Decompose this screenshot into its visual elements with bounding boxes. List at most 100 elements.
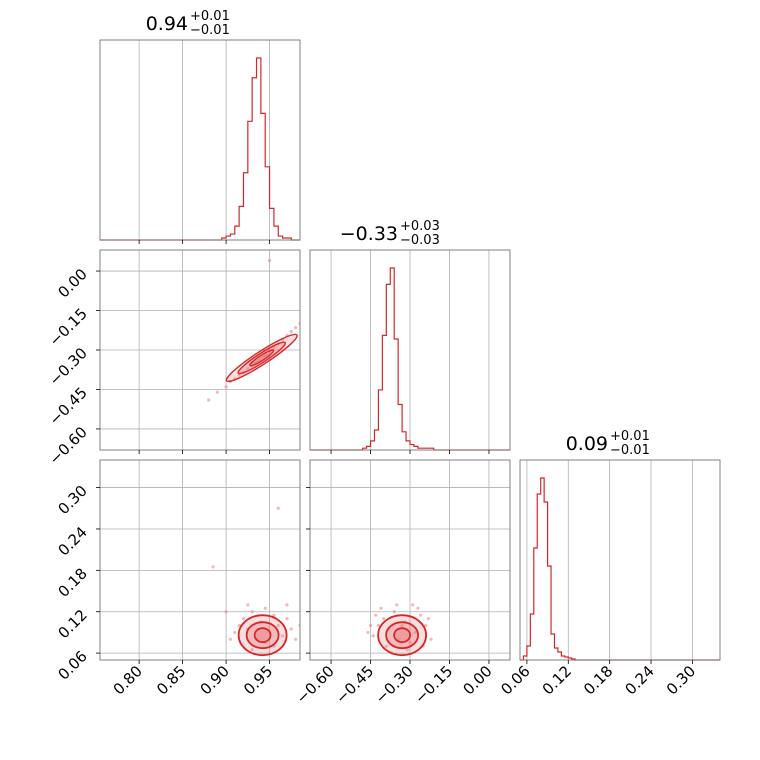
- sample-point: [416, 606, 420, 610]
- y-tick-label-p2: 0.06: [54, 647, 90, 683]
- sample-point: [426, 617, 431, 621]
- contour-level: [249, 349, 275, 367]
- sample-point: [424, 623, 428, 628]
- param-title-p2: 0.09: [566, 433, 608, 455]
- sample-point: [246, 366, 250, 371]
- panel-frame-p0-p2: [99, 459, 301, 661]
- y-tick-label-p2: 0.12: [54, 606, 90, 642]
- panel-frame-diag-p2: [519, 459, 721, 661]
- sample-point: [408, 641, 412, 645]
- contour-level: [225, 333, 298, 383]
- sample-point: [285, 603, 289, 607]
- sample-point: [215, 390, 219, 394]
- sample-point: [397, 637, 402, 641]
- sample-point: [289, 329, 293, 334]
- sample-point: [276, 623, 280, 628]
- sample-point: [413, 630, 417, 635]
- x-tick-label-p0: 0.80: [110, 662, 146, 698]
- sample-point: [259, 356, 263, 360]
- sample-point: [211, 565, 215, 569]
- contour-level: [385, 621, 420, 650]
- sample-point: [267, 258, 272, 263]
- sample-point: [207, 398, 211, 402]
- sample-point: [384, 644, 388, 648]
- sample-point: [263, 606, 267, 610]
- scatter-panel-p1-p2: [366, 603, 433, 657]
- x-tick-label-p2: 0.06: [497, 662, 533, 698]
- sample-point: [366, 630, 370, 635]
- y-tick-label-p2: 0.18: [54, 564, 90, 600]
- tick-layer: [96, 240, 693, 664]
- y-tick-label-p2: 0.24: [54, 523, 90, 559]
- y-tick-label-p1: −0.45: [46, 384, 91, 429]
- panel-frame-diag-p0: [99, 39, 301, 241]
- sample-point: [411, 603, 415, 607]
- sample-point: [250, 648, 254, 652]
- x-tick-label-p1: 0.00: [459, 662, 495, 698]
- x-tick-label-p2: 0.12: [539, 662, 575, 698]
- grid-layer: [100, 40, 693, 660]
- sample-point: [289, 627, 293, 631]
- x-tick-label-p1: −0.15: [411, 662, 456, 707]
- param-err-minus-p1: −0.03: [400, 233, 440, 248]
- param-err-minus-p0: −0.01: [190, 23, 230, 38]
- sample-point: [382, 617, 386, 621]
- sample-point: [371, 634, 375, 638]
- param-err-minus-p2: −0.01: [610, 443, 650, 458]
- scatter-panel-p0-p2: [211, 506, 300, 657]
- sample-point: [376, 623, 381, 628]
- histogram-p2: [520, 477, 720, 661]
- sample-point: [237, 623, 241, 628]
- data-layer: [100, 57, 720, 661]
- x-tick-label-p1: −0.30: [372, 662, 417, 707]
- sample-point: [228, 637, 233, 641]
- sample-point: [405, 648, 409, 652]
- x-tick-label-p1: −0.60: [293, 662, 338, 707]
- sample-point: [395, 603, 399, 607]
- sample-point: [392, 610, 396, 614]
- sample-point: [276, 506, 280, 510]
- sample-point: [379, 606, 383, 610]
- contour-level: [393, 627, 412, 644]
- y-tick-label-p1: −0.30: [46, 344, 91, 389]
- sample-point: [265, 353, 269, 357]
- text-layer: 0.94 +0.01−0.01−0.33 +0.03−0.030.09 +0.01−0…: [46, 9, 700, 707]
- x-tick-label-p0: 0.85: [153, 662, 189, 698]
- param-title-p1: −0.33: [340, 223, 398, 245]
- sample-point: [429, 637, 433, 641]
- x-tick-label-p0: 0.90: [197, 662, 233, 698]
- histogram-p0: [100, 57, 300, 241]
- sample-point: [272, 613, 276, 617]
- sample-point: [250, 610, 254, 614]
- x-tick-label-p2: 0.24: [622, 662, 658, 698]
- x-tick-label-p1: −0.45: [332, 662, 377, 707]
- contour-level: [253, 627, 272, 644]
- sample-point: [233, 630, 237, 635]
- sample-point: [261, 354, 266, 359]
- sample-point: [224, 385, 228, 389]
- sample-point: [374, 613, 378, 617]
- sample-point: [241, 617, 246, 621]
- param-title-p0: 0.94: [146, 13, 188, 35]
- y-tick-label-p2: 0.30: [54, 482, 90, 518]
- sample-point: [368, 623, 373, 628]
- param-err-plus-p2: +0.01: [610, 429, 650, 444]
- x-tick-label-p2: 0.18: [580, 662, 616, 698]
- sample-point: [418, 613, 423, 617]
- sample-point: [400, 623, 404, 628]
- y-tick-label-p1: −0.60: [46, 423, 91, 468]
- scatter-panel-p0-p1: [207, 258, 300, 402]
- sample-point: [281, 634, 285, 638]
- param-err-plus-p0: +0.01: [190, 9, 230, 24]
- contour-level: [245, 621, 280, 650]
- x-tick-label-p2: 0.30: [663, 662, 699, 698]
- x-tick-label-p0: 0.95: [240, 662, 276, 698]
- sample-point: [224, 610, 228, 614]
- y-tick-label-p1: −0.15: [46, 305, 91, 350]
- sample-point: [294, 326, 298, 330]
- histogram-p1: [310, 267, 510, 451]
- param-err-plus-p1: +0.03: [400, 219, 440, 234]
- contour-level: [237, 614, 288, 657]
- sample-point: [285, 617, 289, 621]
